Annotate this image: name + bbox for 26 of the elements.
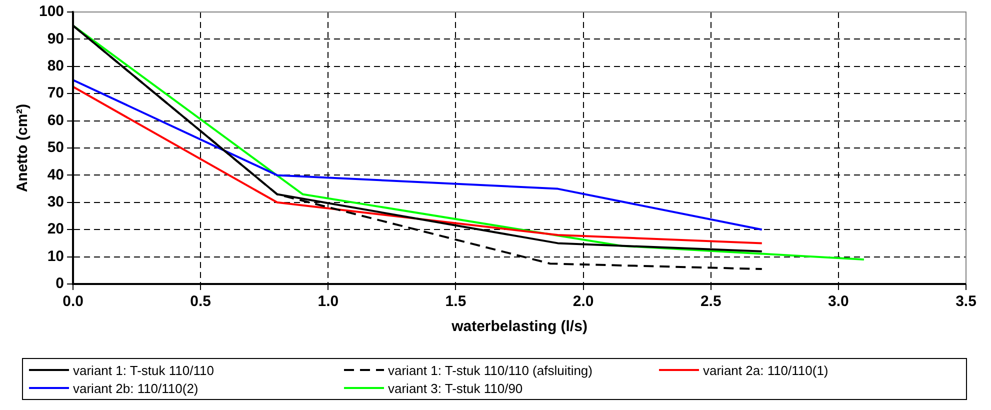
x-tick-label: 0.0 xyxy=(62,293,84,310)
y-tick-label: 40 xyxy=(47,166,64,184)
x-tick-label: 3.0 xyxy=(828,293,849,310)
legend-label: variant 1: T-stuk 110/110 xyxy=(73,362,214,378)
y-tick-label: 100 xyxy=(38,3,64,20)
legend-label: variant 3: T-stuk 110/90 xyxy=(388,380,523,396)
y-tick-label: 70 xyxy=(47,84,64,102)
legend-label: variant 1: T-stuk 110/110 (afsluiting) xyxy=(388,362,592,378)
y-tick-label: 60 xyxy=(47,112,64,129)
y-tick-label: 30 xyxy=(47,194,64,211)
y-axis-title: Anetto (cm²) xyxy=(14,104,32,192)
y-tick-label: 90 xyxy=(47,30,64,48)
x-tick-label: 1.0 xyxy=(318,293,339,310)
y-tick-label: 50 xyxy=(47,139,64,156)
x-tick-label: 2.0 xyxy=(572,293,594,310)
y-tick-label: 20 xyxy=(47,220,64,238)
x-tick-label: 1.5 xyxy=(445,293,466,310)
legend-label: variant 2a: 110/110(1) xyxy=(703,362,828,378)
x-tick-label: 0.5 xyxy=(190,293,212,310)
x-tick-label: 3.5 xyxy=(956,293,976,310)
y-tick-label: 0 xyxy=(56,275,64,292)
y-tick-label: 80 xyxy=(47,58,64,75)
x-tick-label: 2.5 xyxy=(700,293,722,310)
y-tick-label: 10 xyxy=(47,248,64,265)
legend-label: variant 2b: 110/110(2) xyxy=(73,380,198,396)
x-axis-title: waterbelasting (l/s) xyxy=(450,318,588,336)
